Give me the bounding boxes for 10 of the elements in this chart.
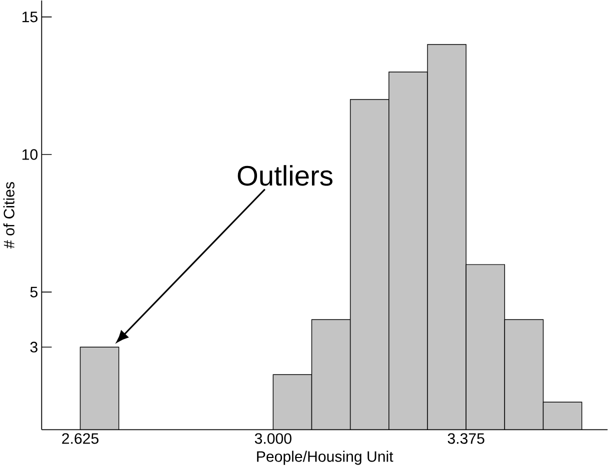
x-tick-label: 3.375 [448, 433, 484, 444]
y-tick-label: 3 [30, 342, 38, 352]
y-tick-label: 15 [22, 12, 38, 22]
y-tick-label: 10 [22, 149, 38, 160]
x-axis-title: People/Housing Unit [257, 450, 394, 465]
x-tick-label: 2.625 [62, 433, 98, 444]
x-tick-label: 3.000 [254, 433, 292, 444]
annotation: Outliers [238, 165, 332, 186]
y-axis-title: # of Cities [3, 182, 14, 248]
y-tick-label: 5 [30, 286, 38, 298]
